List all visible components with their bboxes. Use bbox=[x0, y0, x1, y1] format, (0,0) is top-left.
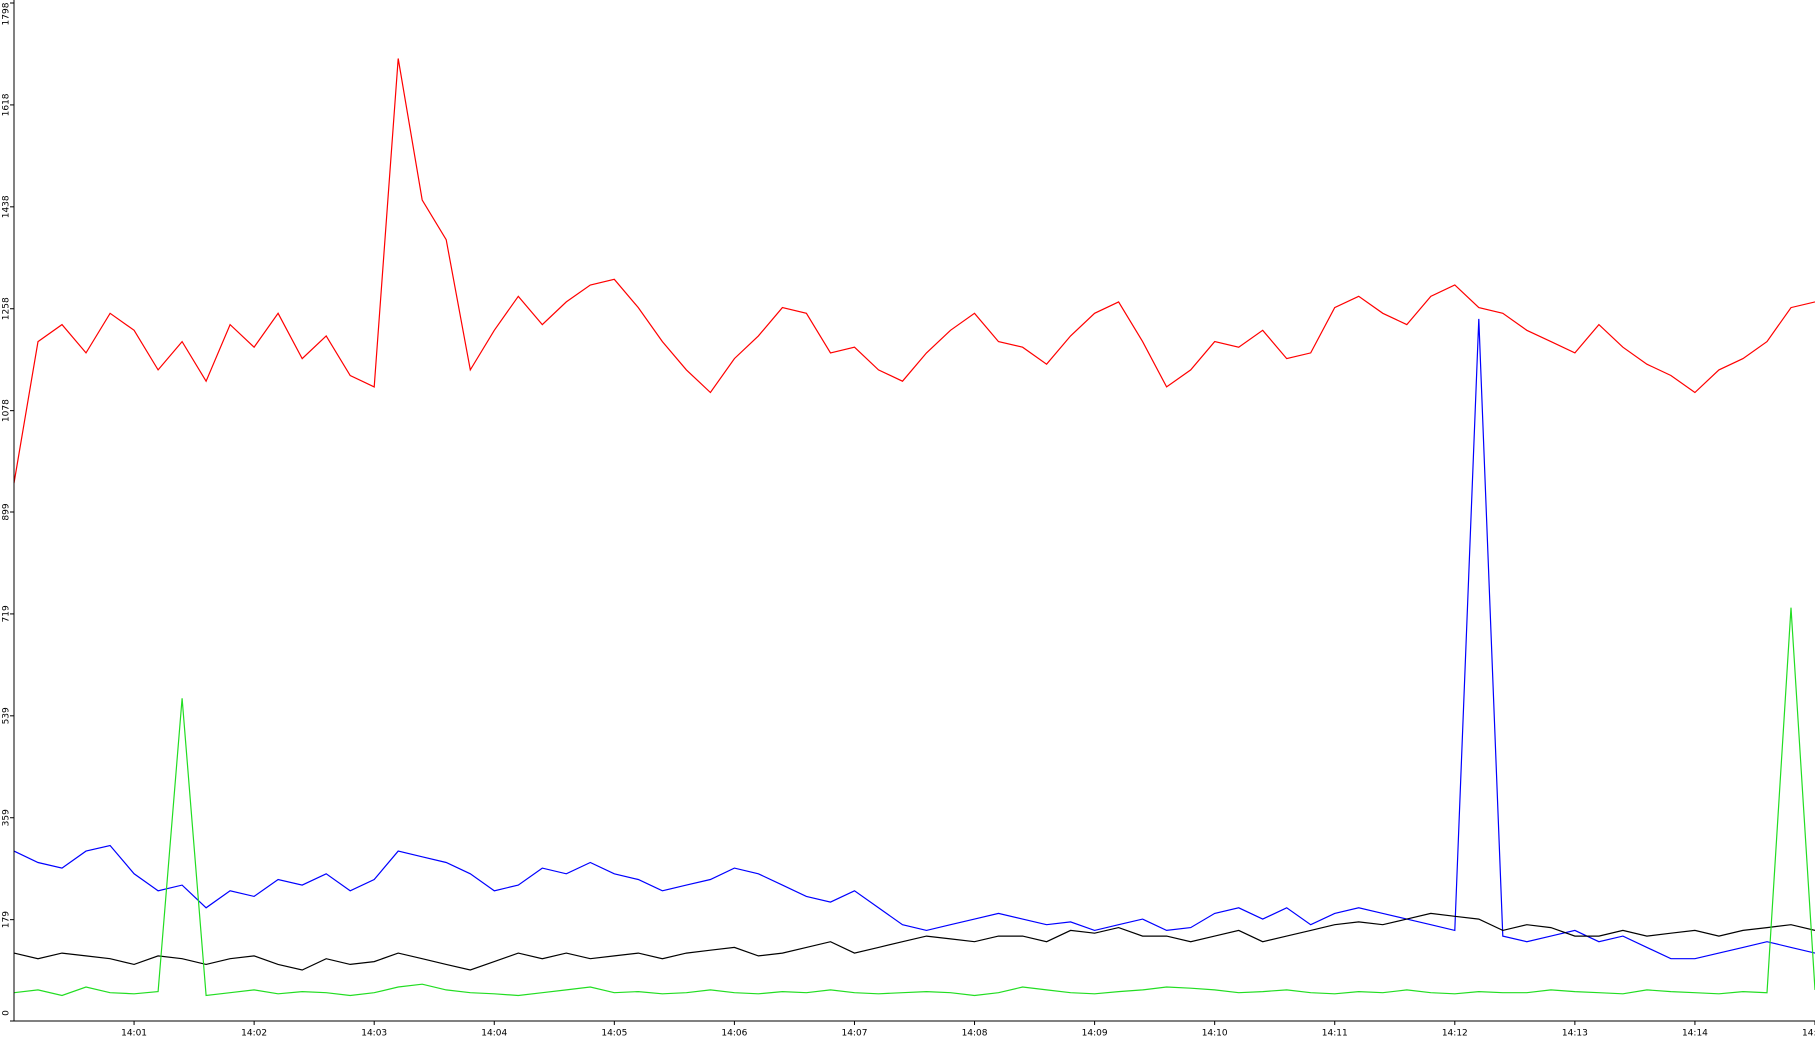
y-tick-label: 899 bbox=[2, 503, 12, 520]
x-tick-label: 14:06 bbox=[721, 1029, 747, 1039]
y-tick-label: 359 bbox=[2, 809, 12, 826]
y-tick-label: 1078 bbox=[2, 399, 12, 422]
x-tick-label: 14:07 bbox=[841, 1029, 867, 1039]
y-tick-label: 719 bbox=[2, 605, 12, 622]
y-tick-label: 0 bbox=[2, 1010, 12, 1016]
x-tick-label: 14:14 bbox=[1682, 1029, 1708, 1039]
series-line bbox=[13, 318, 1815, 960]
x-tick-label: 14:05 bbox=[601, 1029, 627, 1039]
x-tick-label: 14:03 bbox=[361, 1029, 387, 1039]
x-tick-label: 14:01 bbox=[121, 1029, 147, 1039]
x-tick-label: 14:09 bbox=[1082, 1029, 1108, 1039]
y-tick-label: 179 bbox=[2, 911, 12, 928]
series-line bbox=[13, 912, 1815, 971]
x-tick-label: 14:11 bbox=[1322, 1029, 1348, 1039]
x-tick-label: 14:04 bbox=[481, 1029, 507, 1039]
x-tick-label: 14:12 bbox=[1442, 1029, 1468, 1039]
y-tick-label: 1618 bbox=[2, 93, 12, 116]
x-tick-label: 14:13 bbox=[1562, 1029, 1588, 1039]
x-tick-label: 14:08 bbox=[962, 1029, 988, 1039]
y-tick-label: 1798 bbox=[2, 2, 12, 25]
y-tick-label: 1438 bbox=[2, 195, 12, 218]
series-line bbox=[13, 58, 1815, 484]
x-tick-label: 14:15 bbox=[1802, 1029, 1815, 1039]
series-line bbox=[13, 607, 1815, 997]
x-tick-label: 14:02 bbox=[241, 1029, 267, 1039]
y-tick-label: 539 bbox=[2, 707, 12, 724]
y-tick-label: 1258 bbox=[2, 297, 12, 320]
x-tick-label: 14:10 bbox=[1202, 1029, 1228, 1039]
